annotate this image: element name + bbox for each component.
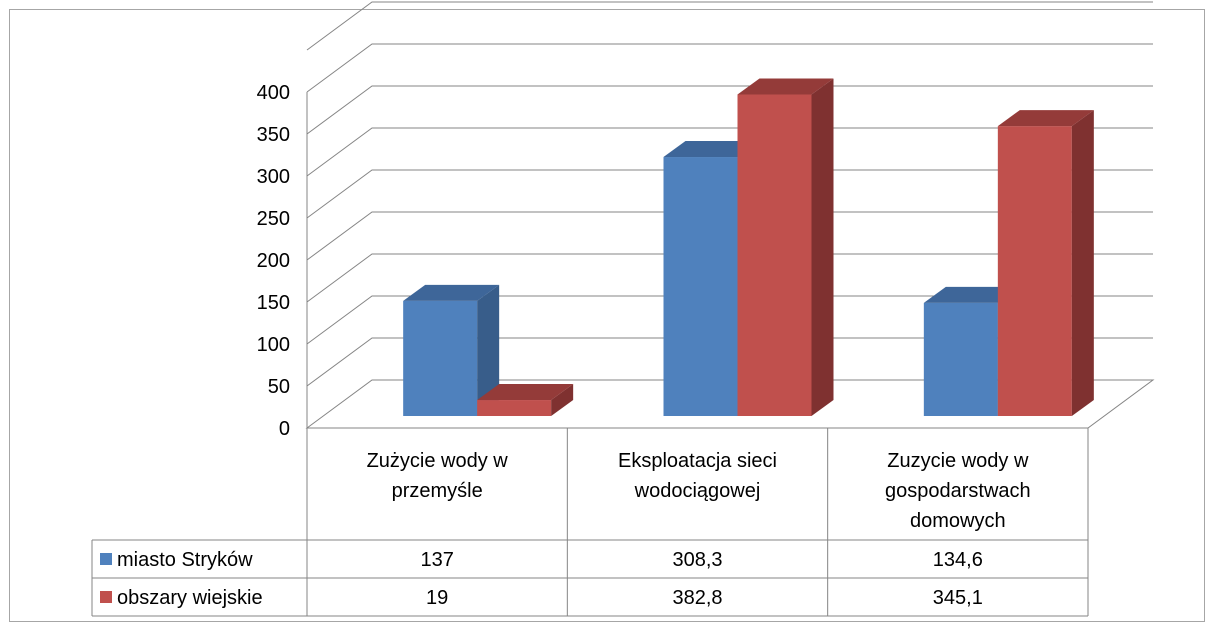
gridline (306, 295, 1153, 345)
data-label: 134,6 (933, 549, 983, 571)
bar-front (663, 157, 738, 416)
y-tick-label: 0 (279, 418, 290, 440)
bar-side (1071, 110, 1094, 416)
gridline (306, 211, 1153, 261)
category-label: Zużycie wody w (367, 450, 509, 472)
bar-side (811, 78, 834, 416)
bar-front (923, 302, 998, 416)
data-label: 345,1 (933, 587, 983, 609)
legend-label-miasto-stryk-w: miasto Stryków (117, 549, 253, 571)
category-label: wodociągowej (634, 480, 761, 502)
bar-obszary-wiejskie-3 (997, 110, 1094, 416)
gridline (306, 169, 1153, 219)
bar-front (997, 126, 1072, 416)
y-tick-label: 200 (257, 250, 290, 272)
bar-front (403, 300, 478, 416)
data-label: 137 (420, 549, 453, 571)
category-label: gospodarstwach (885, 480, 1031, 502)
y-tick-label: 300 (257, 166, 290, 188)
bar-side (477, 284, 500, 416)
legend-key-obszary-wiejskie (100, 591, 112, 603)
bar-top (477, 384, 574, 401)
legend-label-obszary-wiejskie: obszary wiejskie (117, 587, 263, 609)
category-label: Eksploatacja sieci (618, 450, 777, 472)
y-tick-label: 350 (257, 124, 290, 146)
bar-side (551, 384, 574, 416)
bar-miasto-stryk-w-1 (403, 284, 500, 416)
bar-front (477, 400, 552, 416)
bar-top (923, 286, 1020, 303)
bars (403, 78, 1094, 416)
bar-top (403, 284, 500, 301)
bar-top (997, 110, 1094, 127)
data-table: Zużycie wody w przemyśle Eksploatacja siec… (91, 428, 1089, 617)
category-label: Zuzycie wody w (887, 450, 1029, 472)
y-tick-label: 250 (257, 208, 290, 230)
y-tick-label: 50 (268, 376, 290, 398)
legend-key-miasto-stryk-w (100, 553, 112, 565)
gridline (306, 127, 1153, 177)
gridline (306, 337, 1153, 387)
data-label: 382,8 (672, 587, 722, 609)
bar-obszary-wiejskie-1 (477, 384, 574, 416)
gridlines (306, 1, 1153, 387)
data-label: 308,3 (672, 549, 722, 571)
gridline (306, 1, 1153, 51)
y-tick-label: 150 (257, 292, 290, 314)
bar-front (737, 94, 812, 416)
category-label: domowych (910, 510, 1006, 532)
y-tick-label: 100 (257, 334, 290, 356)
bar-top (737, 78, 834, 95)
category-label: przemyśle (392, 480, 483, 502)
y-tick-label: 400 (257, 82, 290, 104)
bar-obszary-wiejskie-2 (737, 78, 834, 416)
gridline (306, 85, 1153, 135)
y-axis-tick-labels: 0 50 100 150 200 250 300 350 400 (257, 82, 290, 440)
data-label: 19 (426, 587, 448, 609)
gridline (306, 253, 1153, 303)
bar-top (663, 141, 760, 158)
gridline (306, 43, 1153, 93)
